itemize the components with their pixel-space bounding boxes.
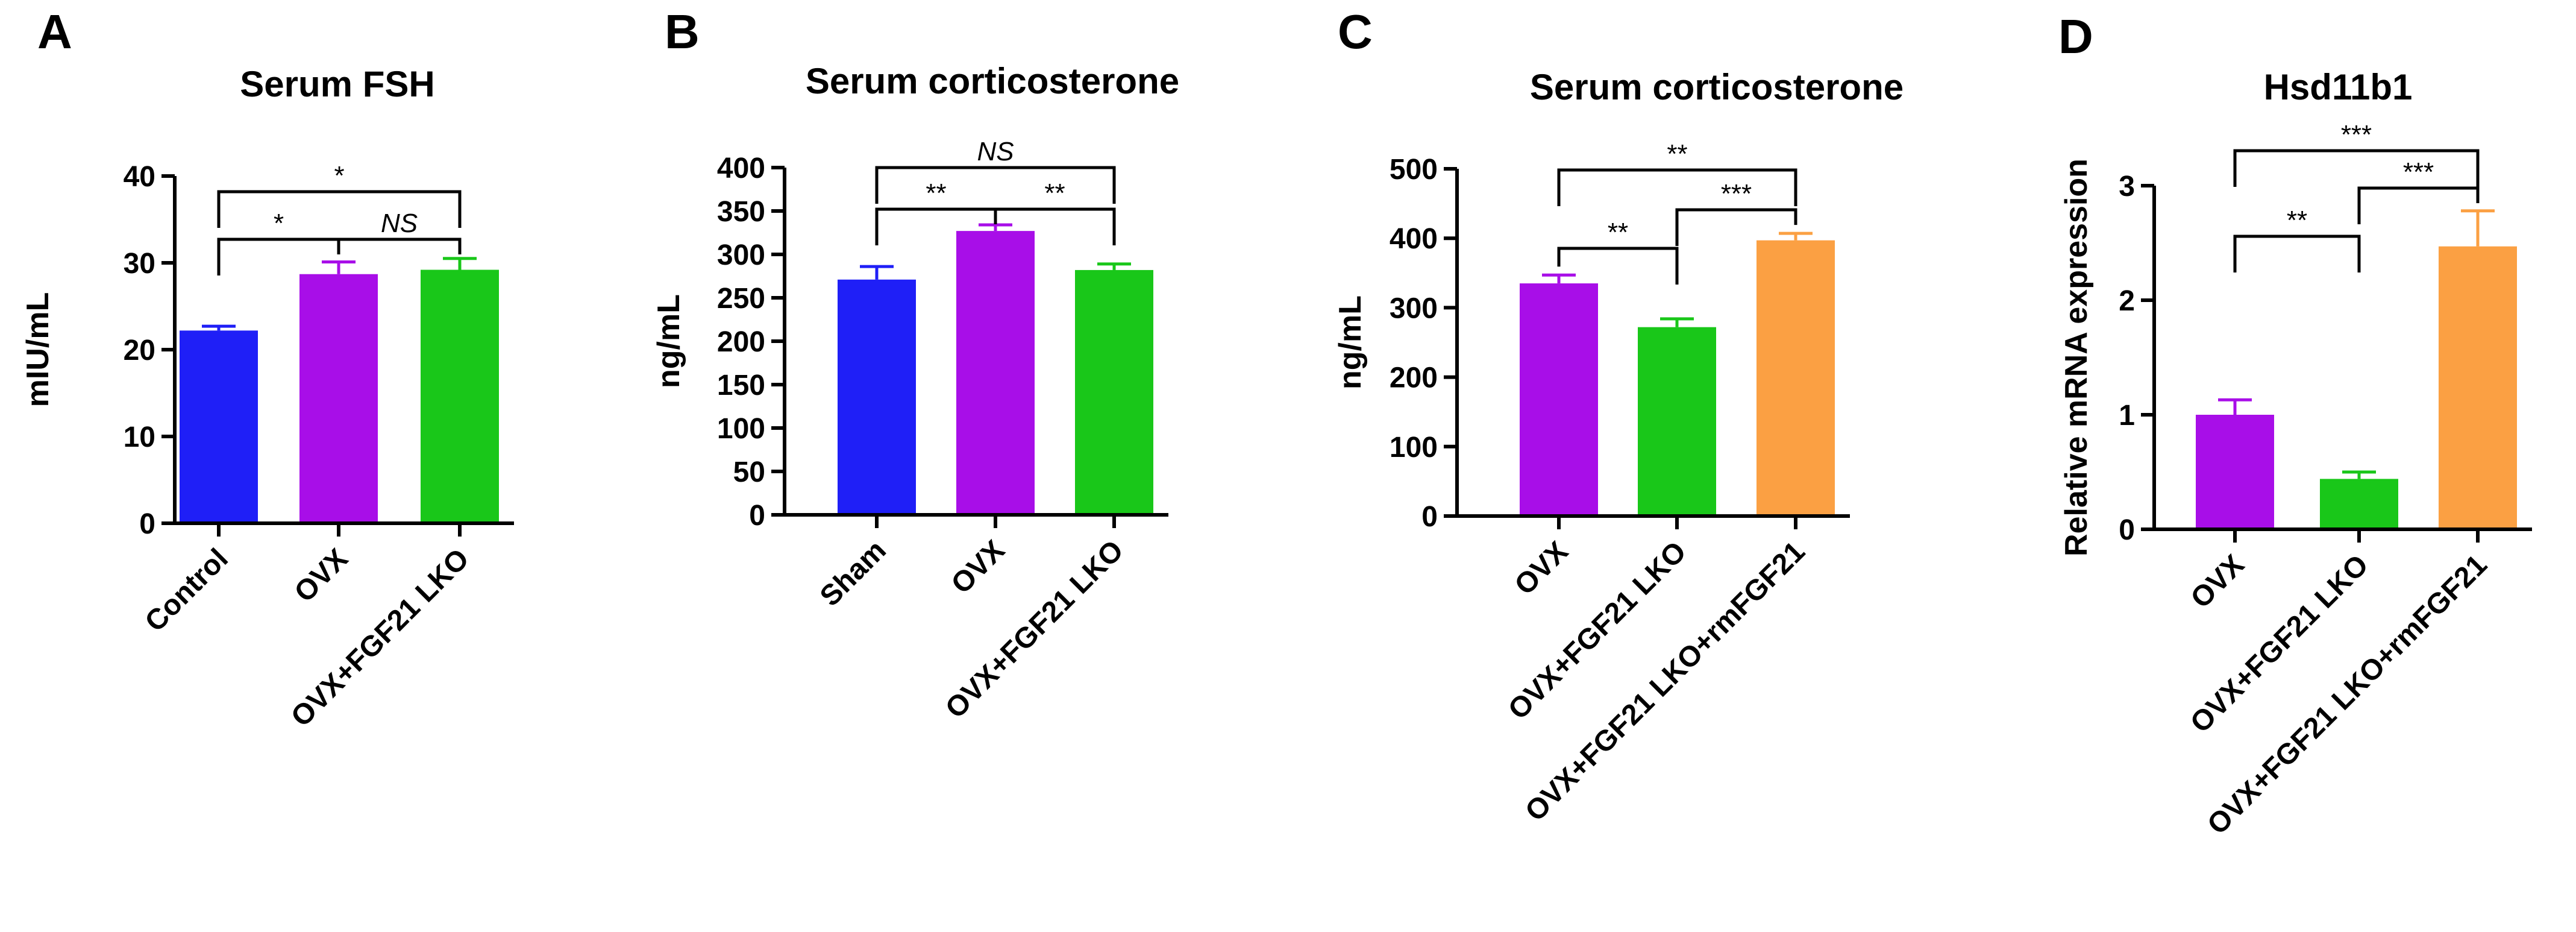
category-label: OVX (2185, 549, 2251, 614)
bar-3 (421, 269, 499, 523)
bar-2 (299, 274, 378, 523)
bar-1 (838, 279, 916, 515)
y-axis-label: Relative mRNA expression (2059, 159, 2094, 556)
y-tick-label: 0 (2119, 514, 2135, 546)
y-tick-label: 3 (2119, 171, 2135, 203)
y-tick-label: 300 (717, 239, 765, 271)
significance-bracket (875, 166, 1116, 204)
chart-title: Serum corticosterone (806, 61, 1179, 101)
y-tick-label: 40 (124, 161, 155, 193)
significance-label: ** (1044, 178, 1065, 208)
significance-bracket (1557, 168, 1797, 206)
significance-label: * (334, 161, 344, 190)
significance-bracket (2233, 235, 2361, 272)
category-label: Control (139, 543, 234, 638)
y-axis-label: mIU/mL (20, 292, 55, 408)
bar-2 (956, 231, 1035, 515)
y-tick-label: 500 (1390, 154, 1438, 186)
significance-bracket (217, 190, 462, 228)
bar-3 (2439, 246, 2517, 529)
category-label: Sham (814, 534, 892, 612)
y-tick-label: 300 (1390, 292, 1438, 324)
bar-2 (2320, 479, 2398, 529)
y-tick-label: 1 (2119, 400, 2135, 432)
y-tick-label: 150 (717, 370, 765, 401)
y-tick-label: 20 (124, 335, 155, 367)
panel-letter: A (37, 5, 72, 58)
bar-1 (2196, 415, 2274, 529)
bar-3 (1075, 269, 1153, 515)
y-tick-label: 30 (124, 248, 155, 280)
chart-title: Serum FSH (240, 64, 434, 104)
significance-bracket (1675, 208, 1797, 246)
y-tick-label: 0 (749, 500, 765, 532)
significance-bracket (217, 238, 340, 276)
y-tick-label: 2 (2119, 285, 2135, 317)
panel-b: B Serum corticosterone ng/mL 0 50 100 150 200 25… (651, 5, 1179, 725)
significance-bracket (994, 207, 1116, 245)
category-label: OVX (289, 543, 354, 608)
panel-letter: B (665, 5, 700, 58)
significance-bracket (2233, 149, 2480, 187)
y-tick-label: 400 (717, 153, 765, 184)
y-tick-label: 200 (717, 326, 765, 358)
y-tick-label: 0 (1421, 501, 1438, 533)
y-tick-label: 100 (717, 413, 765, 445)
y-tick-label: 0 (139, 508, 155, 540)
category-label: OVX (1509, 535, 1575, 601)
y-tick-label: 10 (124, 421, 155, 453)
significance-label: ** (1667, 139, 1687, 169)
bar-3 (1757, 240, 1835, 516)
bar-1 (1520, 283, 1598, 516)
significance-label: NS (977, 137, 1014, 166)
chart-title: Hsd11b1 (2264, 67, 2413, 107)
significance-bracket (2357, 186, 2480, 224)
panel-c: C Serum corticosterone ng/mL 0 100 200 300 400 5… (1333, 5, 1904, 828)
chart-title: Serum corticosterone (1530, 67, 1904, 107)
bar-1 (180, 330, 258, 523)
significance-label: *** (2403, 157, 2434, 187)
bar-2 (1638, 327, 1716, 516)
significance-bracket (337, 238, 462, 254)
y-tick-label: 400 (1390, 223, 1438, 255)
panel-letter: C (1338, 5, 1373, 58)
y-tick-label: 100 (1390, 432, 1438, 464)
y-tick-label: 350 (717, 196, 765, 228)
y-tick-label: 250 (717, 283, 765, 315)
significance-label: *** (2341, 120, 2372, 150)
panel-letter: D (2058, 10, 2093, 63)
y-axis-label: ng/mL (1333, 295, 1368, 389)
significance-label: ** (926, 178, 946, 208)
y-tick-label: 50 (733, 456, 765, 488)
y-tick-label: 200 (1390, 362, 1438, 394)
significance-label: ** (1608, 218, 1628, 247)
category-label: OVX (945, 534, 1011, 600)
significance-label: * (274, 209, 284, 238)
significance-label: NS (381, 209, 418, 238)
significance-bracket (1557, 247, 1679, 285)
significance-label: *** (1721, 179, 1752, 209)
significance-label: ** (2287, 206, 2307, 235)
y-axis-label: ng/mL (651, 294, 686, 388)
